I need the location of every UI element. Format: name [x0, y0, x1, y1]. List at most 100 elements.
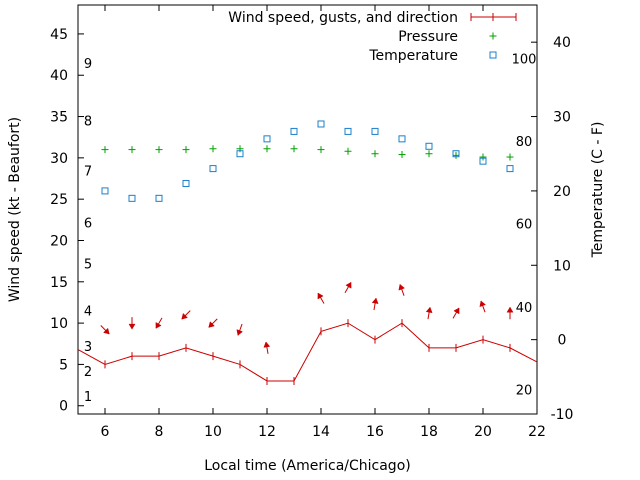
x-tick-label: 14	[312, 424, 330, 440]
wind-arrow-head	[345, 281, 352, 289]
beaufort-label: 2	[84, 365, 92, 380]
fahrenheit-label: 60	[516, 218, 533, 233]
pressure-point	[128, 146, 136, 154]
wind-arrow-head	[103, 327, 110, 335]
axes-group: 6 8 10 12 14 16 18 20 22051015202530354045-10010…	[7, 4, 606, 474]
y-right-tick-label: 10	[553, 258, 571, 274]
y-right-tick-label: 0	[558, 333, 567, 349]
y-left-tick-label: 30	[50, 151, 68, 167]
temperature-point	[371, 127, 379, 135]
wind-arrow-head	[506, 306, 514, 313]
pressure-point	[155, 146, 163, 154]
fahrenheit-label: 100	[512, 53, 537, 68]
wind-arrow-head	[236, 329, 243, 336]
legend-label-temperature: Temperature	[368, 48, 458, 64]
wind-arrow-head	[155, 322, 162, 329]
pressure-point	[263, 145, 271, 153]
temperature-point	[290, 127, 298, 135]
y-left-tick-label: 35	[50, 110, 68, 126]
pressure-point	[398, 151, 406, 159]
wind-direction-arrow	[100, 325, 110, 335]
x-tick-label: 20	[474, 424, 492, 440]
wind-arrow-head	[181, 312, 188, 320]
temperature-point	[155, 194, 163, 202]
wind-direction-arrow	[263, 341, 271, 354]
series-group	[78, 120, 537, 385]
wind-direction-arrow	[425, 306, 433, 320]
x-tick-label: 16	[366, 424, 384, 440]
wind-speed-line	[78, 322, 537, 382]
pressure-point	[290, 145, 298, 153]
y-right-tick-label: 20	[553, 184, 571, 200]
pressure-point	[371, 150, 379, 158]
temperature-point	[263, 135, 271, 143]
wind-direction-arrow	[371, 297, 379, 311]
temperature-point	[128, 194, 136, 202]
temperature-point	[425, 142, 433, 150]
wind-direction-arrow	[344, 281, 352, 294]
y-left-axis-title: Wind speed (kt - Beaufort)	[7, 117, 23, 302]
legend-group: Wind speed, gusts, and direction Pressure…	[228, 10, 517, 64]
wind-direction-arrow	[398, 283, 405, 296]
plot-frame	[77, 4, 538, 415]
pressure-point	[479, 153, 487, 161]
y-right-tick-label: -10	[551, 407, 574, 423]
wind-direction-arrow	[128, 317, 136, 330]
beaufort-label: 6	[84, 216, 92, 231]
beaufort-label: 9	[84, 57, 92, 72]
y-left-tick-label: 5	[59, 357, 68, 373]
x-tick-label: 6	[101, 424, 110, 440]
temperature-point	[452, 150, 460, 158]
wind-direction-arrow	[479, 300, 486, 313]
beaufort-label: 3	[84, 340, 92, 355]
wind-arrow-head	[263, 341, 271, 348]
y-left-tick-label: 40	[50, 68, 68, 84]
legend-label-wind: Wind speed, gusts, and direction	[228, 10, 458, 26]
beaufort-label: 1	[84, 390, 92, 405]
y-left-tick-label: 25	[50, 192, 68, 208]
pressure-point	[344, 147, 352, 155]
fahrenheit-label: 80	[516, 135, 533, 150]
temperature-point	[182, 179, 190, 187]
temperature-point	[479, 157, 487, 165]
x-axis-title: Local time (America/Chicago)	[204, 458, 410, 474]
fahrenheit-label: 40	[516, 301, 533, 316]
temperature-point	[209, 165, 217, 173]
wind-arrow-head	[425, 306, 433, 314]
x-tick-label: 22	[528, 424, 546, 440]
temperature-point	[398, 135, 406, 143]
pressure-point	[317, 146, 325, 154]
temperature-point	[101, 187, 109, 195]
legend-label-pressure: Pressure	[398, 29, 458, 45]
wind-arrow-head	[128, 323, 136, 330]
beaufort-label: 7	[84, 164, 92, 179]
x-tick-label: 10	[204, 424, 222, 440]
wind-direction-arrow	[155, 317, 163, 329]
beaufort-label: 5	[84, 258, 92, 273]
x-tick-label: 12	[258, 424, 276, 440]
wind-direction-arrow	[506, 306, 514, 320]
wind-arrow-head	[398, 283, 405, 291]
beaufort-label: 4	[84, 305, 92, 320]
y-right-tick-label: 40	[553, 35, 571, 51]
temperature-point	[317, 120, 325, 128]
legend-swatch-temperature	[489, 51, 497, 59]
wind-arrow-head	[371, 297, 379, 304]
fahrenheit-label: 20	[516, 383, 533, 398]
y-left-tick-label: 20	[50, 233, 68, 249]
pressure-point	[425, 150, 433, 158]
wind-direction-arrow	[181, 310, 191, 320]
y-left-tick-label: 0	[59, 399, 68, 415]
x-tick-label: 18	[420, 424, 438, 440]
temperature-point	[506, 165, 514, 173]
wind-direction-arrow	[452, 307, 460, 319]
pressure-point	[209, 145, 217, 153]
wind-direction-arrow	[317, 292, 325, 304]
x-tick-label: 8	[155, 424, 164, 440]
temperature-point	[344, 127, 352, 135]
y-left-tick-label: 15	[50, 275, 68, 291]
pressure-point	[452, 151, 460, 159]
y-left-tick-label: 10	[50, 316, 68, 332]
